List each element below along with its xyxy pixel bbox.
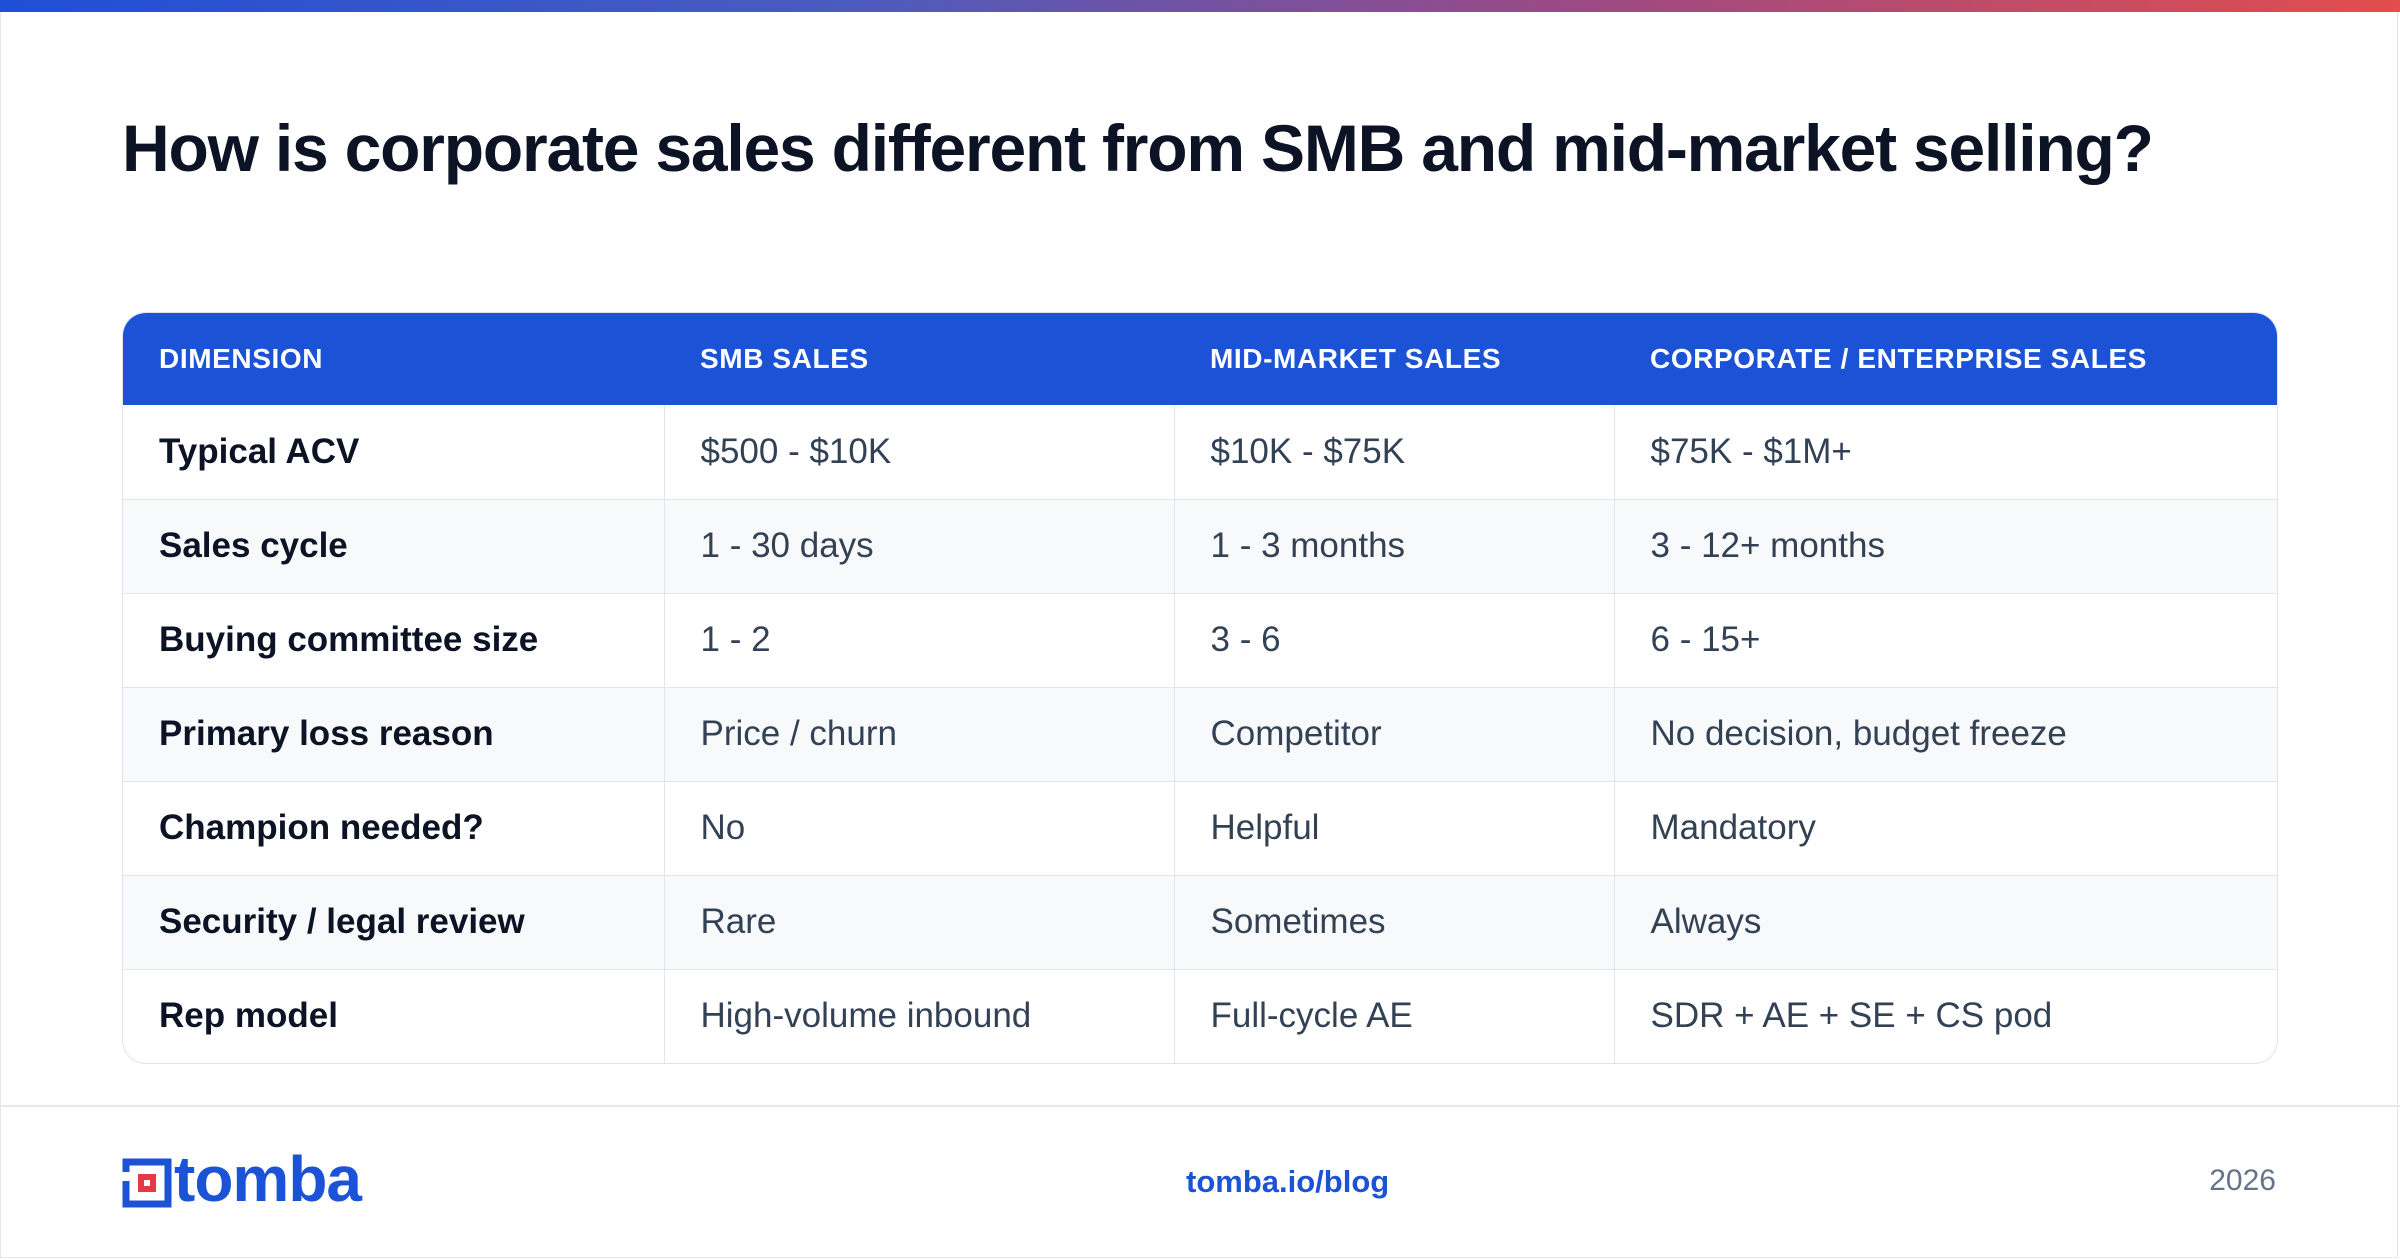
logo-wordmark: tomba (174, 1143, 362, 1215)
comparison-table: DIMENSION SMB SALES MID-MARKET SALES COR… (122, 312, 2278, 1064)
row-label: Sales cycle (123, 498, 664, 593)
cell-smb: $500 - $10K (663, 405, 1174, 499)
blog-link[interactable]: tomba.io/blog (1186, 1164, 1390, 1199)
cell-mid-market: Competitor (1173, 686, 1614, 781)
header-smb-sales: SMB SALES (700, 343, 869, 374)
table-row: Buying committee size 1 - 2 3 - 6 6 - 15… (123, 592, 2277, 687)
header-mid-market-sales: MID-MARKET SALES (1210, 343, 1502, 374)
table-row: Typical ACV $500 - $10K $10K - $75K $75K… (123, 405, 2277, 499)
row-label: Buying committee size (123, 592, 664, 687)
cell-enterprise: 6 - 15+ (1613, 592, 2277, 687)
row-label: Security / legal review (123, 874, 664, 969)
cell-mid-market: Helpful (1173, 780, 1614, 875)
footer-divider (0, 1105, 2400, 1107)
header-dimension: DIMENSION (159, 343, 324, 374)
tomba-logo-icon (122, 1158, 172, 1208)
table-header-row: DIMENSION SMB SALES MID-MARKET SALES COR… (123, 313, 2277, 405)
table-row: Champion needed? No Helpful Mandatory (123, 780, 2277, 875)
cell-mid-market: Sometimes (1173, 874, 1614, 969)
table-row: Rep model High-volume inbound Full-cycle… (123, 968, 2277, 1063)
cell-enterprise: Mandatory (1613, 780, 2277, 875)
cell-enterprise: 3 - 12+ months (1613, 498, 2277, 593)
cell-enterprise: Always (1613, 874, 2277, 969)
cell-smb: Price / churn (663, 686, 1174, 781)
cell-smb: 1 - 30 days (663, 498, 1174, 593)
footer-year: 2026 (2209, 1164, 2276, 1197)
header-enterprise-sales: CORPORATE / ENTERPRISE SALES (1650, 343, 2148, 374)
cell-smb: High-volume inbound (663, 968, 1174, 1063)
cell-smb: Rare (663, 874, 1174, 969)
cell-smb: 1 - 2 (663, 592, 1174, 687)
cell-mid-market: 3 - 6 (1173, 592, 1614, 687)
cell-mid-market: $10K - $75K (1173, 405, 1614, 499)
table-row: Primary loss reason Price / churn Compet… (123, 686, 2277, 781)
cell-enterprise: $75K - $1M+ (1613, 405, 2277, 499)
table-row: Security / legal review Rare Sometimes A… (123, 874, 2277, 969)
row-label: Rep model (123, 968, 664, 1063)
row-label: Typical ACV (159, 431, 360, 471)
page-title: How is corporate sales different from SM… (122, 111, 2154, 185)
cell-smb: No (663, 780, 1174, 875)
cell-mid-market: 1 - 3 months (1173, 498, 1614, 593)
cell-mid-market: Full-cycle AE (1173, 968, 1614, 1063)
tomba-logo[interactable]: tomba (122, 1147, 362, 1211)
cell-enterprise: SDR + AE + SE + CS pod (1613, 968, 2277, 1063)
table-row: Sales cycle 1 - 30 days 1 - 3 months 3 -… (123, 498, 2277, 593)
row-label: Champion needed? (123, 780, 664, 875)
row-label: Primary loss reason (123, 686, 664, 781)
gradient-top-bar (0, 0, 2400, 12)
cell-enterprise: No decision, budget freeze (1613, 686, 2277, 781)
